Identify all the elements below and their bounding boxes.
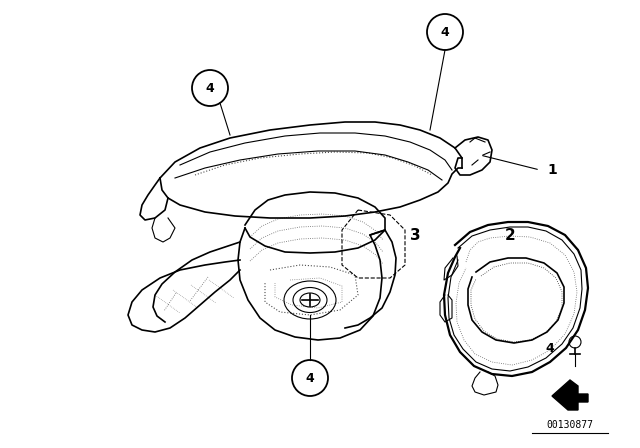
Text: 1: 1 bbox=[547, 163, 557, 177]
Text: 4: 4 bbox=[440, 26, 449, 39]
Text: 4: 4 bbox=[546, 341, 554, 354]
Text: 2: 2 bbox=[504, 228, 515, 242]
Text: 4: 4 bbox=[205, 82, 214, 95]
Polygon shape bbox=[552, 380, 588, 410]
Text: 00130877: 00130877 bbox=[547, 420, 593, 430]
Text: 4: 4 bbox=[306, 371, 314, 384]
Text: 3: 3 bbox=[410, 228, 420, 242]
